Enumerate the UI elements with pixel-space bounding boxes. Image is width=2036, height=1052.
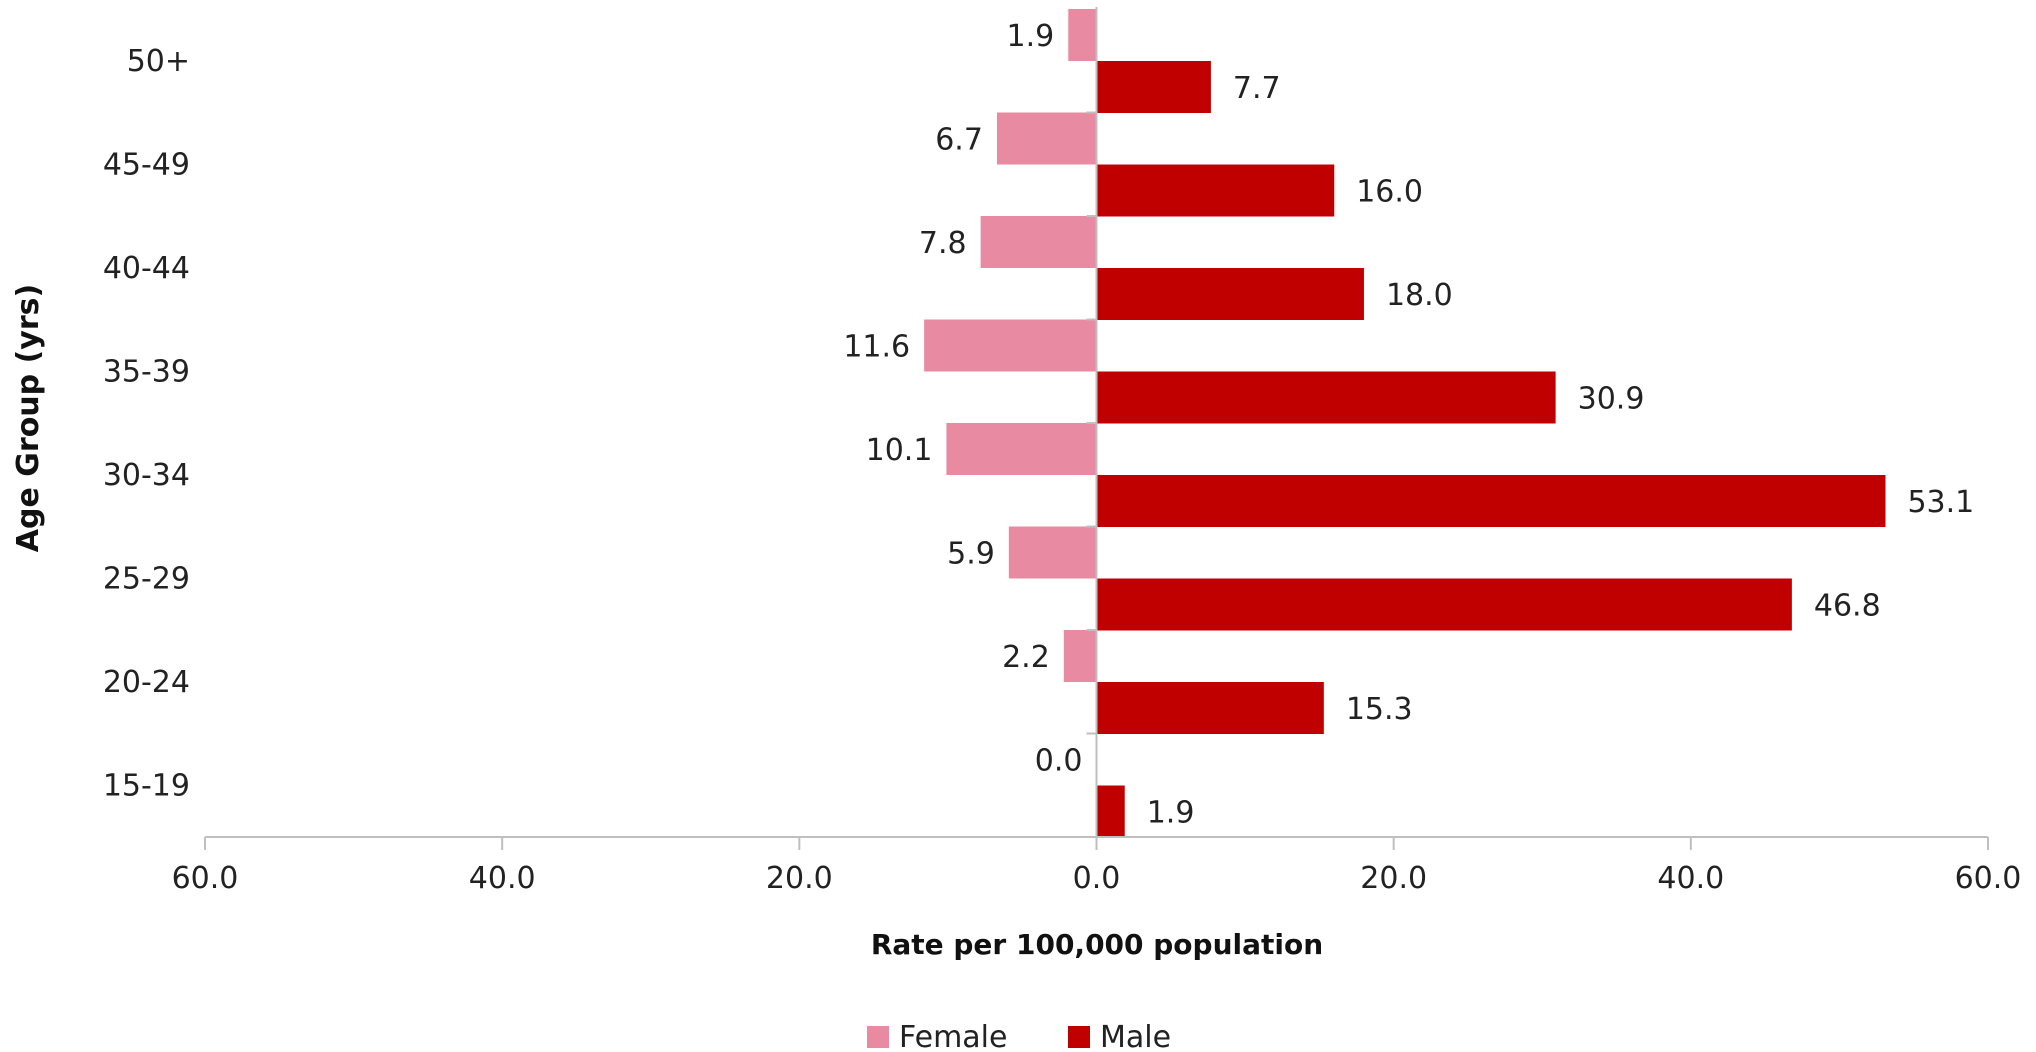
data-label-female-30-34: 10.1 xyxy=(866,433,933,468)
category-label-50+: 50+ xyxy=(127,44,190,79)
bar-male-25-29 xyxy=(1096,578,1792,631)
bar-male-35-39 xyxy=(1096,371,1556,424)
bar-female-20-24 xyxy=(1063,630,1097,682)
y-axis-title: Age Group (yrs) xyxy=(11,284,46,552)
bar-female-35-39 xyxy=(924,319,1097,372)
bar-female-25-29 xyxy=(1008,526,1097,579)
axis-layer xyxy=(204,7,1989,850)
bar-male-50+ xyxy=(1096,61,1211,113)
data-label-female-15-19: 0.0 xyxy=(1035,744,1083,779)
data-label-male-45-49: 16.0 xyxy=(1356,175,1423,210)
x-tick-label-4: 20.0 xyxy=(1360,861,1427,896)
data-label-male-20-24: 15.3 xyxy=(1346,692,1413,727)
category-label-20-24: 20-24 xyxy=(103,665,190,700)
data-label-male-50+: 7.7 xyxy=(1233,71,1281,106)
category-label-40-44: 40-44 xyxy=(103,251,190,286)
category-label-45-49: 45-49 xyxy=(103,148,190,183)
data-label-male-35-39: 30.9 xyxy=(1578,382,1645,417)
data-label-female-50+: 1.9 xyxy=(1007,19,1055,54)
data-label-female-35-39: 11.6 xyxy=(843,330,910,365)
x-tick-label-3: 0.0 xyxy=(1073,861,1121,896)
legend-label-male: Male xyxy=(1100,1020,1171,1052)
data-label-female-40-44: 7.8 xyxy=(919,226,967,261)
x-tick-label-1: 40.0 xyxy=(469,861,536,896)
bar-male-20-24 xyxy=(1096,682,1324,734)
x-tick-label-2: 20.0 xyxy=(766,861,833,896)
bar-male-45-49 xyxy=(1096,164,1335,217)
data-label-female-25-29: 5.9 xyxy=(947,537,995,572)
bar-female-40-44 xyxy=(980,216,1097,268)
x-tick-label-6: 60.0 xyxy=(1955,861,2022,896)
data-label-male-40-44: 18.0 xyxy=(1386,278,1453,313)
data-label-female-20-24: 2.2 xyxy=(1002,640,1050,675)
bars-layer xyxy=(924,9,1886,838)
bar-male-15-19 xyxy=(1096,785,1125,838)
bar-male-30-34 xyxy=(1096,475,1886,527)
data-label-male-30-34: 53.1 xyxy=(1907,485,1974,520)
x-tick-label-5: 40.0 xyxy=(1657,861,1724,896)
category-label-30-34: 30-34 xyxy=(103,458,190,493)
x-axis-title: Rate per 100,000 population xyxy=(871,928,1323,961)
legend-swatch-female xyxy=(867,1026,889,1048)
legend-swatch-male xyxy=(1068,1026,1090,1048)
bar-female-45-49 xyxy=(996,112,1097,165)
labels-layer: 1.9 7.7 50+ 6.7 16.0 45-49 7.8 18.0 40-44 11.6 30.… xyxy=(103,19,2022,896)
legend-label-female: Female xyxy=(899,1020,1007,1052)
data-label-male-25-29: 46.8 xyxy=(1814,589,1881,624)
category-label-15-19: 15-19 xyxy=(103,769,190,804)
category-label-35-39: 35-39 xyxy=(103,355,190,390)
category-label-25-29: 25-29 xyxy=(103,562,190,597)
data-label-female-45-49: 6.7 xyxy=(935,123,983,158)
data-label-male-15-19: 1.9 xyxy=(1147,796,1195,831)
legend: Female Male xyxy=(867,1020,1171,1052)
bar-female-50+ xyxy=(1068,9,1097,61)
bar-male-40-44 xyxy=(1096,268,1364,320)
x-tick-label-0: 60.0 xyxy=(172,861,239,896)
bar-female-30-34 xyxy=(946,423,1097,475)
